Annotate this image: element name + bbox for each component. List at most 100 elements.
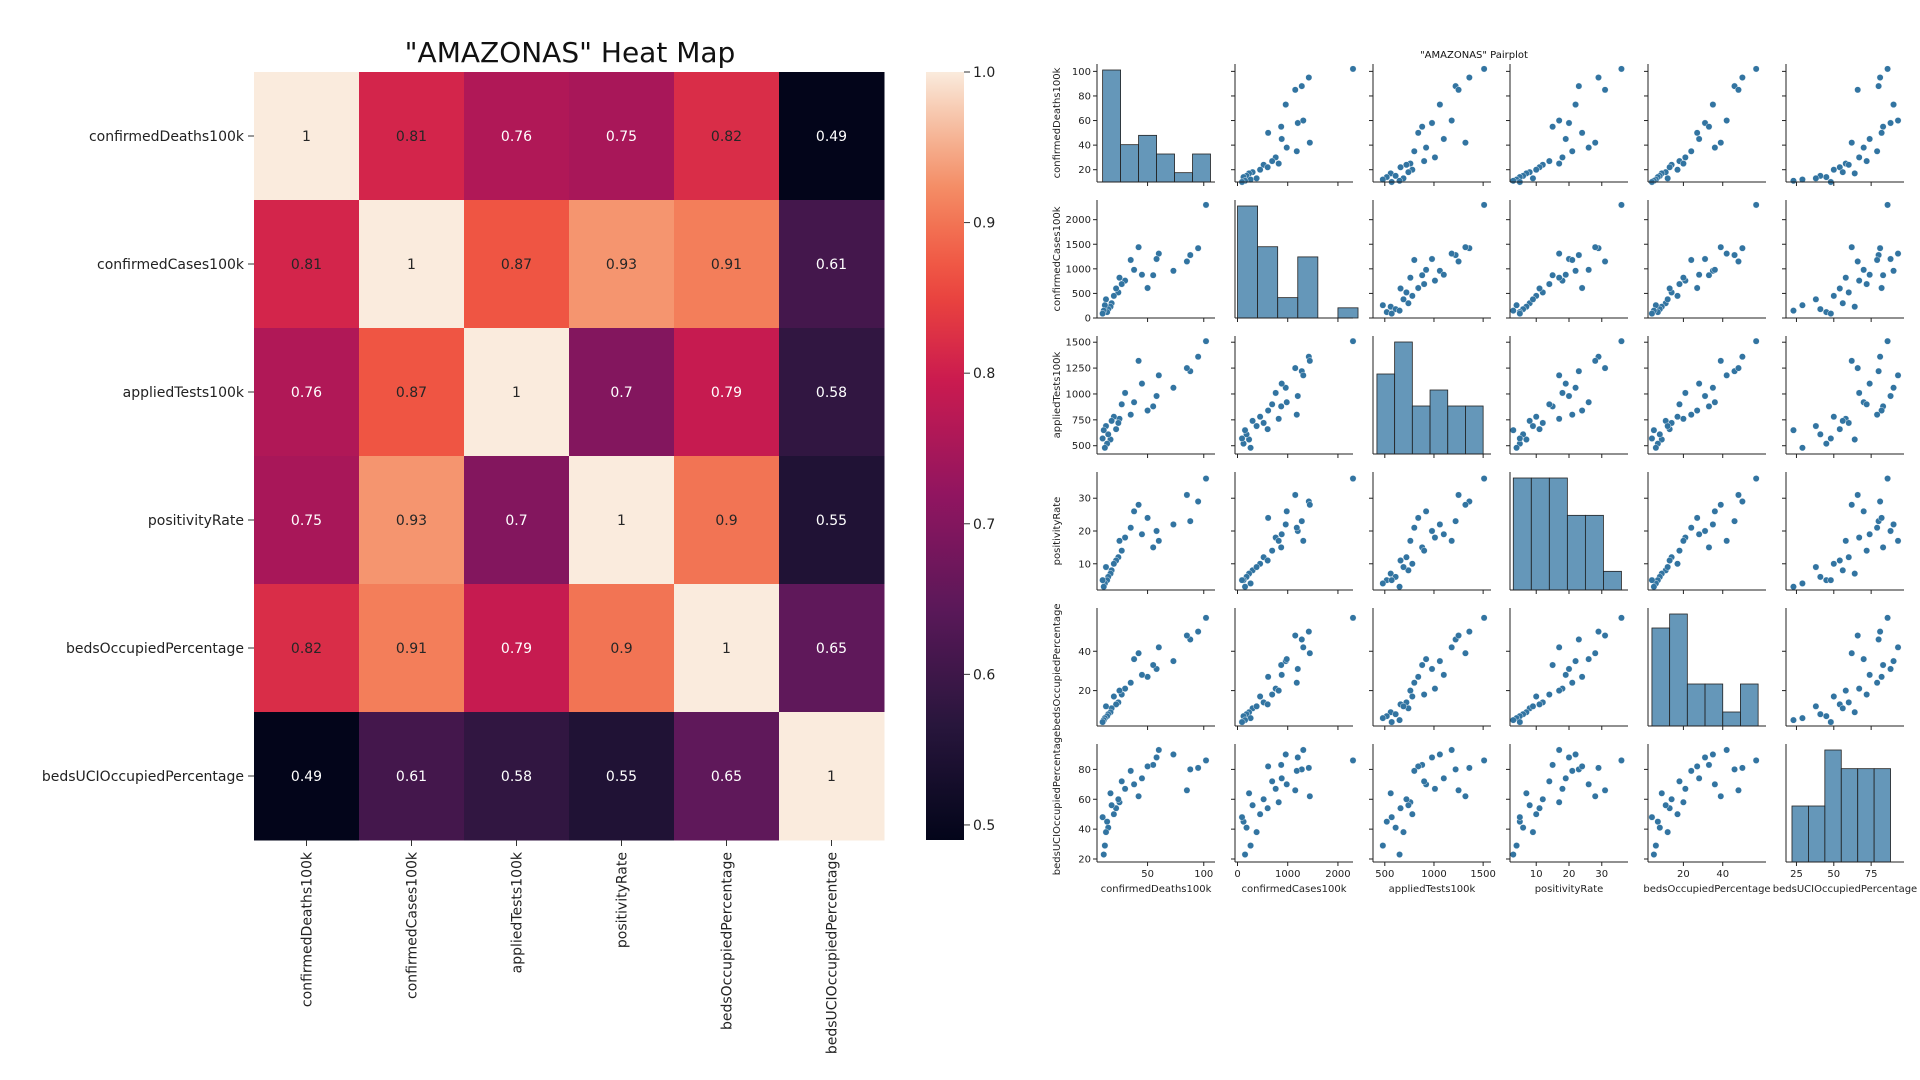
scatter-point: [1555, 746, 1563, 754]
scatter-point: [1448, 643, 1456, 651]
scatter-point: [1102, 295, 1110, 303]
scatter-point: [1305, 628, 1313, 635]
scatter-point: [1387, 570, 1395, 578]
scatter-point: [1418, 123, 1426, 131]
scatter-point: [1414, 763, 1422, 770]
colorbar-tick-label: 0.9: [973, 216, 995, 232]
scatter-point: [1462, 139, 1469, 147]
scatter-point: [1717, 243, 1725, 251]
heatmap-cell: [359, 456, 465, 585]
pair-y-tick-label: 80: [1078, 765, 1091, 776]
scatter-point: [1884, 337, 1891, 345]
scatter-point: [1578, 407, 1586, 414]
scatter-point: [1848, 501, 1856, 509]
pair-x-axis-label: bedsUCIOccupiedPercentage: [1773, 884, 1917, 895]
scatter-point: [1349, 65, 1357, 73]
scatter-point: [1848, 243, 1856, 251]
scatter-point: [1408, 810, 1416, 818]
scatter-point: [1532, 413, 1540, 421]
scatter-point: [1680, 798, 1687, 806]
scatter-point: [1155, 643, 1163, 651]
scatter-point: [1705, 123, 1713, 131]
scatter-point: [1884, 475, 1891, 482]
scatter-point: [1595, 764, 1602, 772]
scatter-point: [1565, 392, 1573, 400]
scatter-point: [1575, 82, 1583, 90]
scatter-point: [1135, 792, 1142, 800]
scatter-point: [1562, 271, 1570, 279]
scatter-point: [1291, 86, 1299, 94]
scatter-point: [1135, 649, 1142, 657]
scatter-point: [1114, 419, 1122, 427]
heatmap-cell-label: 1: [722, 641, 731, 657]
scatter-point: [1194, 353, 1202, 361]
scatter-point: [1440, 271, 1448, 279]
scatter-point: [1121, 534, 1129, 541]
pair-y-tick-label: 1250: [1066, 364, 1091, 375]
heatmap-cell-label: 0.9: [715, 513, 737, 529]
pair-x-tick-label: 1500: [1470, 869, 1495, 880]
scatter-point: [1555, 371, 1563, 379]
scatter-point: [1509, 307, 1517, 315]
scatter-point: [1752, 65, 1760, 73]
scatter-point: [1099, 813, 1107, 821]
scatter-point: [1549, 271, 1557, 279]
scatter-point: [1138, 380, 1146, 388]
scatter-point: [1711, 780, 1719, 788]
scatter-point: [1680, 537, 1687, 545]
scatter-point: [1275, 160, 1283, 167]
scatter-point: [1100, 851, 1108, 858]
colorbar-tick-label: 0.7: [973, 517, 995, 533]
scatter-point: [1138, 271, 1146, 279]
scatter-point: [1555, 687, 1563, 694]
scatter-point: [1549, 661, 1557, 669]
scatter-point: [1268, 691, 1276, 698]
scatter-point: [1112, 425, 1120, 433]
scatter-point: [1701, 754, 1709, 761]
scatter-point: [1272, 389, 1280, 397]
heatmap-cell-label: 1: [617, 513, 626, 529]
heatmap-cell-label: 0.7: [610, 385, 632, 401]
scatter-point: [1247, 444, 1254, 452]
scatter-point: [1202, 757, 1210, 764]
scatter-point: [1408, 693, 1416, 700]
scatter-point: [1842, 274, 1850, 282]
histogram-bar: [1857, 768, 1875, 863]
scatter-point: [1687, 524, 1695, 532]
scatter-point: [1845, 553, 1853, 561]
scatter-point: [1664, 563, 1672, 571]
pair-y-tick-label: 10: [1078, 559, 1091, 570]
scatter-point: [1112, 285, 1120, 292]
scatter-point: [1107, 789, 1114, 797]
scatter-point: [1138, 774, 1146, 782]
scatter-point: [1536, 804, 1543, 812]
histogram-bar: [1791, 805, 1809, 863]
scatter-point: [1890, 657, 1897, 665]
histogram-bar: [1840, 768, 1859, 863]
scatter-point: [1455, 491, 1462, 499]
scatter-point: [1414, 673, 1422, 681]
scatter-point: [1440, 774, 1448, 782]
scatter-point: [1591, 243, 1599, 251]
pair-y-axis-label: confirmedCases100k: [1052, 206, 1063, 311]
scatter-point: [1854, 258, 1862, 265]
heatmap-cell: [779, 72, 885, 201]
scatter-point: [1735, 364, 1742, 372]
scatter-point: [1392, 172, 1400, 180]
scatter-point: [1396, 177, 1403, 185]
scatter-point: [1687, 411, 1695, 419]
scatter-point: [1735, 786, 1742, 794]
scatter-point: [1848, 357, 1856, 365]
pair-x-tick-label: 10: [1530, 869, 1543, 880]
heatmap-cell: [569, 584, 675, 713]
scatter-point: [1299, 371, 1307, 379]
histogram-bar: [1156, 153, 1175, 183]
scatter-point: [1890, 521, 1897, 528]
heatmap-cell: [464, 584, 570, 713]
scatter-point: [1422, 507, 1430, 515]
scatter-point: [1414, 284, 1422, 292]
scatter-point: [1652, 842, 1660, 849]
scatter-point: [1873, 411, 1881, 419]
scatter-point: [1676, 280, 1683, 288]
heatmap-cell-label: 0.61: [816, 257, 847, 273]
